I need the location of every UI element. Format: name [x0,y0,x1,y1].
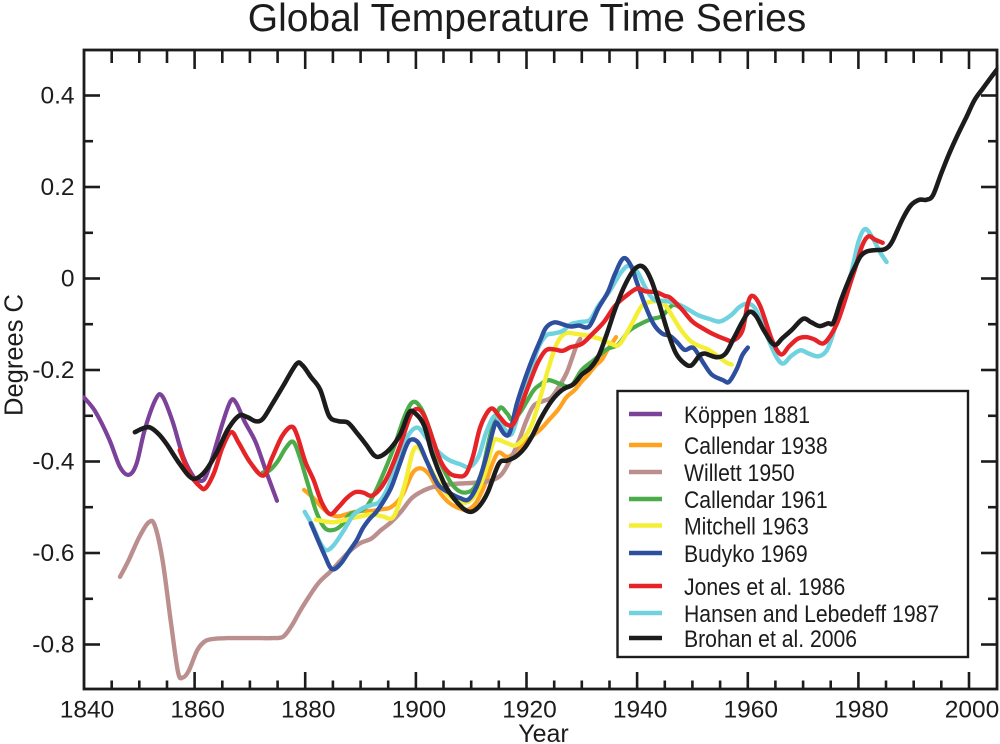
svg-text:Callendar 1961: Callendar 1961 [684,486,828,514]
svg-text:Callendar 1938: Callendar 1938 [684,432,828,460]
svg-text:Köppen 1881: Köppen 1881 [684,401,810,429]
svg-text:Hansen and Lebedeff 1987: Hansen and Lebedeff 1987 [684,600,939,628]
svg-text:-0.4: -0.4 [32,449,74,476]
svg-text:Year: Year [518,720,569,744]
svg-text:0.4: 0.4 [40,83,74,110]
svg-text:1880: 1880 [281,697,336,724]
svg-text:0.2: 0.2 [40,174,74,201]
svg-text:0: 0 [61,266,75,293]
svg-text:1860: 1860 [170,697,225,724]
svg-text:1980: 1980 [834,697,889,724]
svg-text:1960: 1960 [724,697,779,724]
svg-text:Degrees C: Degrees C [1,294,29,416]
svg-text:Willett 1950: Willett 1950 [684,459,795,487]
svg-text:-0.8: -0.8 [32,632,74,659]
svg-text:2000: 2000 [945,697,1000,724]
svg-text:Brohan et al. 2006: Brohan et al. 2006 [684,625,857,653]
svg-text:1940: 1940 [613,697,668,724]
svg-text:1840: 1840 [60,697,115,724]
svg-text:Jones et al. 1986: Jones et al. 1986 [684,573,845,601]
svg-text:Budyko 1969: Budyko 1969 [684,540,808,568]
svg-text:-0.2: -0.2 [32,357,74,384]
svg-text:Mitchell 1963: Mitchell 1963 [684,512,809,540]
svg-text:1900: 1900 [392,697,447,724]
svg-text:-0.6: -0.6 [32,540,74,567]
svg-text:Global Temperature Time Series: Global Temperature Time Series [248,0,807,40]
svg-text:1920: 1920 [502,697,557,724]
